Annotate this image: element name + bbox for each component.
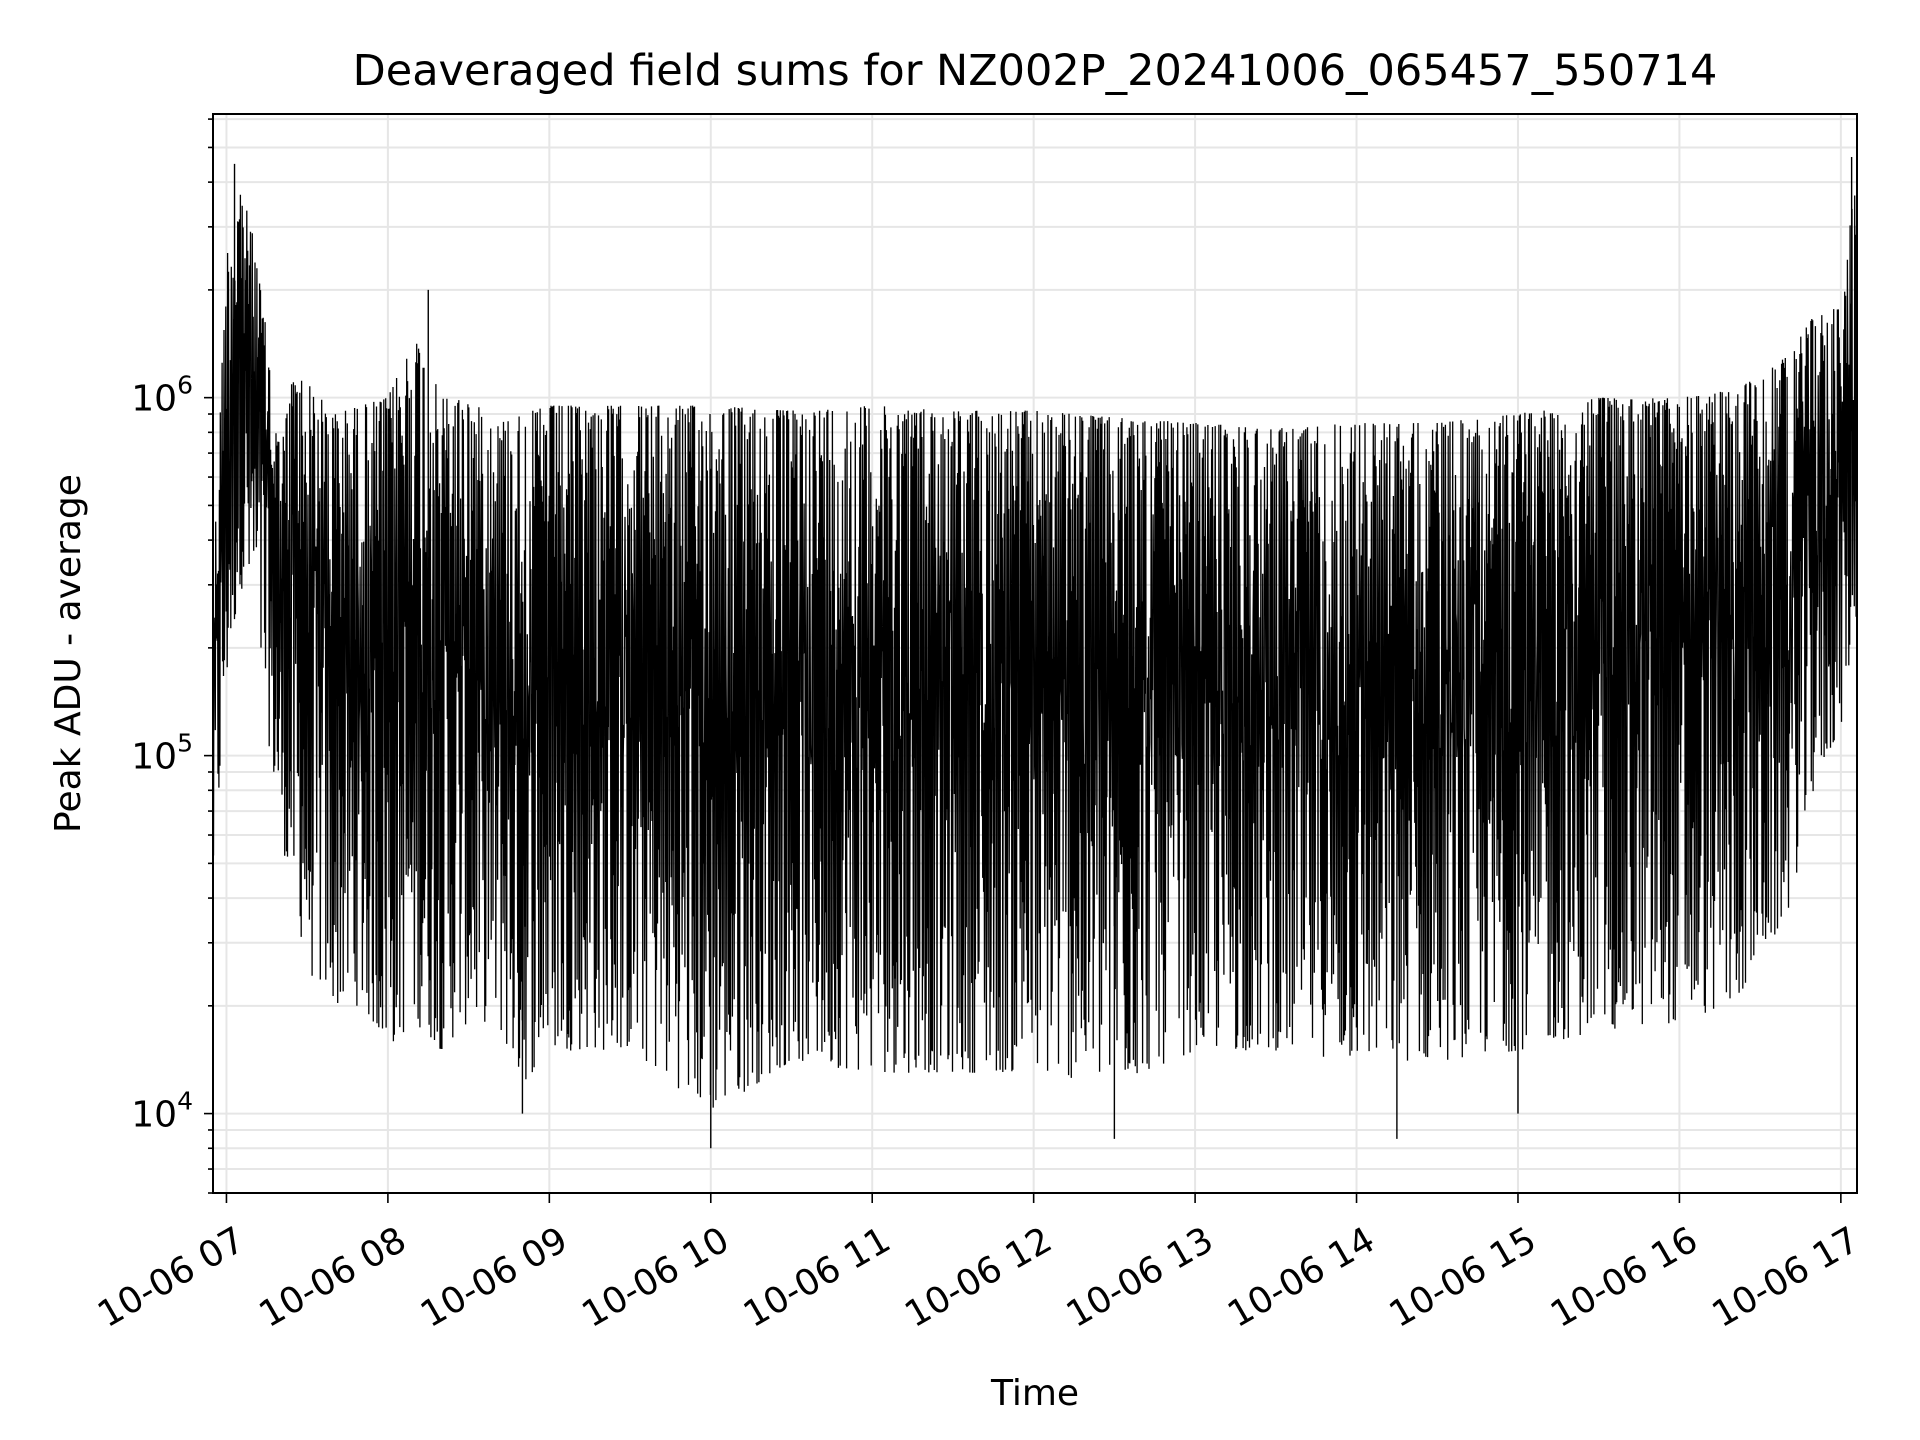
y-axis-label: Peak ADU - average xyxy=(48,474,89,833)
y-tick-label: 106 xyxy=(131,371,193,420)
series-line xyxy=(212,194,1858,1108)
y-tick-label: 105 xyxy=(131,729,193,778)
y-tick-label: 104 xyxy=(131,1087,193,1136)
x-axis-label: Time xyxy=(990,1373,1079,1414)
chart-title: Deaveraged field sums for NZ002P_2024100… xyxy=(353,46,1718,96)
plot-frame xyxy=(212,113,1858,1194)
series-layer xyxy=(212,157,1858,1149)
